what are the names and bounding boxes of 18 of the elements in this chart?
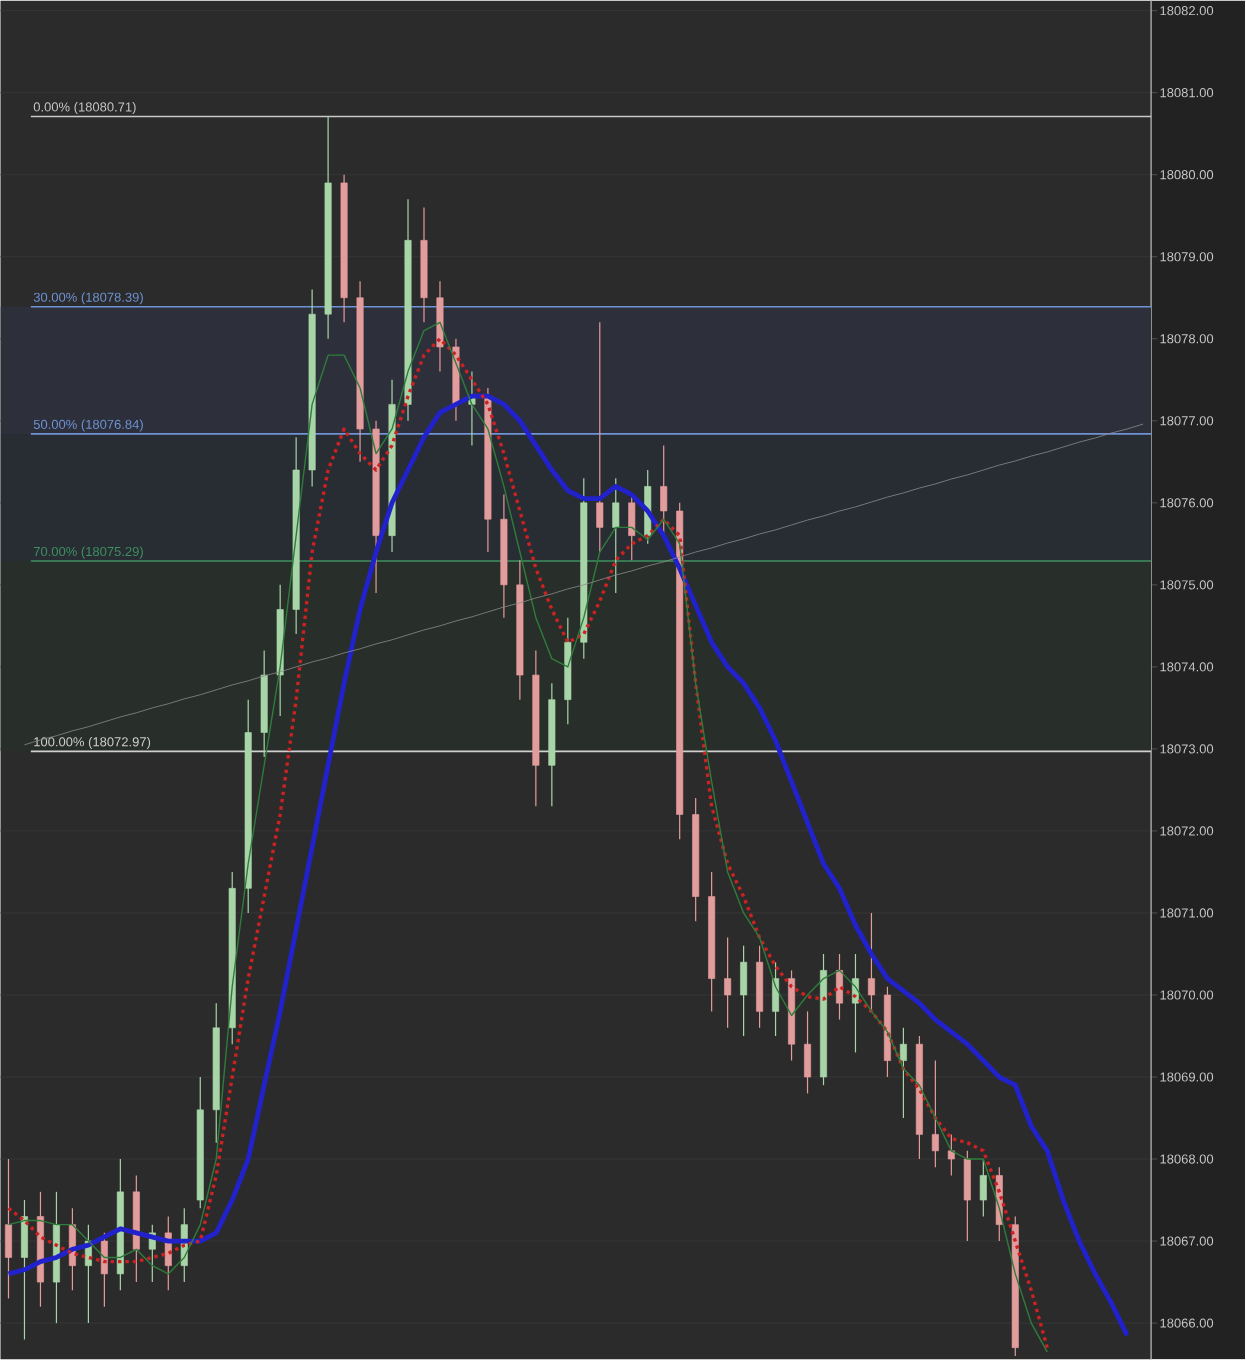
candlestick xyxy=(628,494,636,561)
candlestick xyxy=(5,1158,13,1300)
candlestick xyxy=(772,961,780,1037)
candlestick xyxy=(868,912,876,1012)
candlestick xyxy=(21,1199,29,1341)
candlestick xyxy=(724,936,732,1029)
candlestick xyxy=(740,945,748,1037)
candlestick xyxy=(660,444,668,537)
candlestick xyxy=(932,1060,940,1168)
candlestick xyxy=(804,1010,812,1095)
candlestick xyxy=(101,1232,109,1308)
candlestick xyxy=(836,953,844,1021)
candlestick xyxy=(964,1150,972,1242)
candlestick xyxy=(948,1133,956,1177)
candlestick xyxy=(612,477,620,594)
candlestick xyxy=(596,321,604,553)
candlestick xyxy=(900,1027,908,1119)
candlestick xyxy=(980,1158,988,1218)
